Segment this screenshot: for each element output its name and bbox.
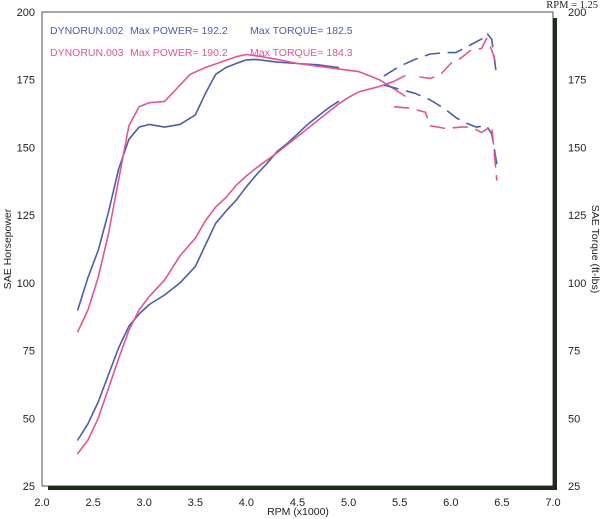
- right-y-axis-title: SAE Torque (ft-lbs): [589, 205, 600, 294]
- right-y-tick-label: 75: [568, 346, 580, 358]
- right-y-tick-label: 25: [568, 481, 580, 493]
- left-y-tick-label: 25: [23, 481, 35, 493]
- series-layer: [77, 32, 498, 455]
- legend-max-torque-label: Max TORQUE= 184.3: [250, 47, 353, 59]
- plot-shadow-bottom: [48, 484, 557, 490]
- power-curve-dashed: [419, 37, 498, 80]
- left-y-tick-label: 50: [23, 413, 35, 425]
- x-tick-label: 2.5: [85, 497, 100, 509]
- x-tick-label: 4.0: [239, 497, 254, 509]
- right-y-tick-label: 200: [568, 7, 586, 19]
- rpm-scale-note: RPM = 1.25: [546, 0, 598, 11]
- right-y-tick-label: 125: [568, 210, 586, 222]
- torque-curve: [77, 58, 340, 311]
- left-y-tick-label: 100: [17, 278, 35, 290]
- left-y-tick-label: 125: [17, 210, 35, 222]
- right-y-tick-label: 150: [568, 142, 586, 154]
- x-axis-tick-labels: 2.0 2.5 3.0 3.5 4.0 4.5 5.0 5.5 6.0 6.5 7.0: [34, 497, 560, 509]
- right-y-tick-label: 175: [568, 75, 586, 87]
- legend: DYNORUN.002 Max POWER= 192.2 Max TORQUE=…: [50, 25, 353, 59]
- left-y-axis-tick-labels: 25 50 75 100 125 150 175 200: [17, 7, 35, 493]
- x-tick-label: 6.5: [494, 497, 509, 509]
- right-y-tick-label: 50: [568, 413, 580, 425]
- power-curve: [77, 100, 340, 441]
- x-tick-label: 4.5: [290, 497, 305, 509]
- left-y-tick-label: 75: [23, 346, 35, 358]
- x-tick-label: 3.0: [137, 497, 152, 509]
- legend-max-power-label: Max POWER= 190.2: [130, 47, 228, 59]
- left-y-tick-label: 175: [17, 75, 35, 87]
- left-y-tick-label: 150: [17, 142, 35, 154]
- plot-area: [41, 11, 554, 487]
- legend-max-torque-label: Max TORQUE= 182.5: [250, 25, 353, 37]
- torque-curve: [77, 53, 406, 333]
- power-curve-dashed: [383, 32, 498, 78]
- x-tick-label: 6.0: [443, 497, 458, 509]
- left-y-tick-label: 200: [17, 7, 35, 19]
- torque-curve-dashed: [393, 106, 498, 181]
- x-tick-label: 2.0: [34, 497, 49, 509]
- plot-shadow-right: [551, 18, 557, 490]
- right-y-axis-tick-labels: 25 50 75 100 125 150 175 200: [568, 7, 586, 493]
- legend-run-label: DYNORUN.003: [50, 47, 124, 59]
- x-tick-label: 5.5: [392, 497, 407, 509]
- left-y-axis-title: SAE Horsepower: [2, 208, 14, 289]
- torque-curve-dashed: [383, 84, 498, 165]
- x-tick-label: 5.0: [341, 497, 356, 509]
- legend-run-label: DYNORUN.002: [50, 25, 124, 37]
- legend-max-power-label: Max POWER= 192.2: [130, 25, 228, 37]
- right-y-tick-label: 100: [568, 278, 586, 290]
- power-curve: [77, 74, 406, 455]
- x-tick-label: 3.5: [188, 497, 203, 509]
- x-tick-label: 7.0: [545, 497, 560, 509]
- x-axis-title: RPM (x1000): [267, 506, 329, 518]
